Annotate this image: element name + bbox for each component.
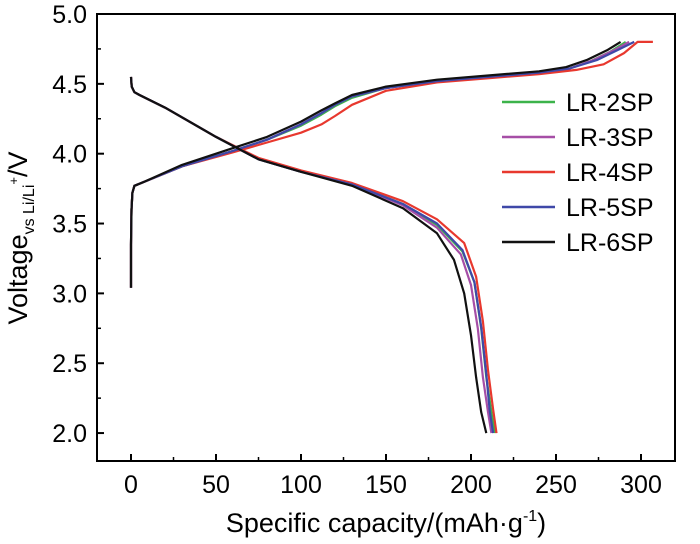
legend-item-lr-6sp: LR-6SP [502,229,654,257]
y-axis-title-subscript: vs Li/Li [21,185,38,235]
y-axis-title-superscript: + [6,177,21,185]
discharge-curve-lr-2sp [129,76,496,434]
x-tick-label-50: 50 [202,471,230,499]
x-tick-label-100: 100 [280,471,322,499]
charge-curve-lr-3sp [129,40,630,288]
charge-curve-lr-2sp [129,40,627,288]
x-axis-title-close: ) [537,508,546,538]
x-axis-ticks: 0 50 100 150 200 250 300 [124,454,662,499]
legend-label-lr-5sp: LR-5SP [566,194,654,222]
series-lr-6sp [129,40,622,434]
charge-curve-lr-6sp [129,40,622,288]
legend-label-lr-2sp: LR-2SP [566,89,654,117]
x-tick-label-250: 250 [535,471,577,499]
y-tick-label-3.5: 3.5 [52,211,87,239]
y-tick-label-4.5: 4.5 [52,71,87,99]
x-tick-label-0: 0 [124,471,138,499]
discharge-curve-lr-4sp [129,76,498,434]
legend-label-lr-6sp: LR-6SP [566,229,654,257]
charge-curve-lr-5sp [129,40,635,288]
x-tick-label-150: 150 [365,471,407,499]
y-axis-title: Voltagevs Li/Li+/V [3,152,38,325]
legend-item-lr-2sp: LR-2SP [502,89,654,117]
legend-label-lr-4sp: LR-4SP [566,159,654,187]
y-tick-label-2.0: 2.0 [52,420,87,448]
y-axis-title-main: Voltage [3,234,33,324]
y-tick-label-3.0: 3.0 [52,280,87,308]
legend: LR-2SP LR-3SP LR-4SP LR-5SP LR-6SP [502,89,654,257]
x-axis-title: Specific capacity/(mAh·g-1) [226,508,546,538]
series-lr-3sp [129,40,630,434]
x-tick-label-300: 300 [620,471,662,499]
y-tick-label-5.0: 5.0 [52,1,87,29]
legend-label-lr-3sp: LR-3SP [566,124,654,152]
y-tick-label-4.0: 4.0 [52,141,87,169]
legend-item-lr-5sp: LR-5SP [502,194,654,222]
discharge-curve-lr-3sp [129,76,493,434]
legend-item-lr-3sp: LR-3SP [502,124,654,152]
x-tick-label-200: 200 [450,471,492,499]
series-layer [129,40,653,434]
y-tick-label-2.5: 2.5 [52,350,87,378]
series-lr-5sp [129,40,635,434]
y-axis-ticks: 2.0 2.5 3.0 3.5 4.0 4.5 5.0 [52,1,104,448]
discharge-curve-lr-6sp [129,76,488,434]
x-axis-title-main: Specific capacity/(mAh·g [226,508,523,538]
x-axis-title-superscript: -1 [523,508,537,525]
discharge-curve-lr-5sp [129,76,495,434]
y-axis-title-unit: /V [3,152,33,178]
series-lr-2sp [129,40,627,434]
legend-item-lr-4sp: LR-4SP [502,159,654,187]
